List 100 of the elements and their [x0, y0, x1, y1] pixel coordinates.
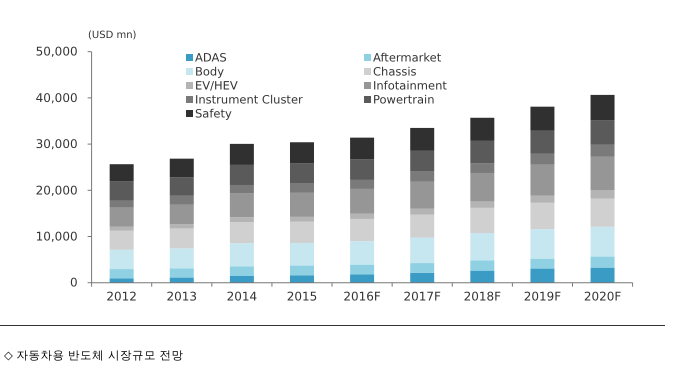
bar — [230, 144, 254, 165]
bar — [590, 120, 615, 145]
legend-label: Body — [195, 64, 224, 78]
y-tick-label: 20,000 — [36, 183, 78, 198]
bar — [290, 192, 314, 217]
bar — [290, 142, 314, 164]
legend-label: Powertrain — [373, 92, 435, 106]
bar — [170, 228, 194, 248]
bar — [470, 172, 494, 202]
bar — [530, 106, 554, 131]
bar — [350, 274, 374, 283]
bar — [170, 177, 194, 196]
bar — [230, 193, 254, 218]
bar — [410, 171, 434, 182]
bar — [470, 118, 494, 141]
bar — [410, 128, 434, 151]
y-tick-label: 10,000 — [36, 230, 78, 244]
bar — [230, 276, 254, 283]
text: ◇ 자동차용 반도체 시장규모 전망 — [4, 348, 184, 362]
bar — [530, 229, 554, 259]
legend-label: Infotainment — [373, 78, 448, 92]
bar — [350, 241, 374, 265]
bar — [230, 184, 254, 194]
bar — [590, 94, 615, 120]
bar — [470, 233, 494, 261]
bar — [290, 216, 314, 222]
y-axis-title: (USD mn) — [88, 30, 137, 41]
bar — [530, 154, 554, 164]
legend-label: Safety — [195, 106, 232, 120]
bar — [470, 208, 494, 234]
bar — [110, 250, 134, 270]
bar — [350, 264, 374, 274]
bar — [110, 181, 134, 201]
bar — [530, 130, 554, 154]
legend-label: Aftermarket — [373, 50, 442, 64]
x-tick-label: 2012 — [106, 290, 137, 304]
bar — [350, 159, 374, 180]
bar — [170, 224, 194, 228]
bar — [170, 268, 194, 278]
legend-label: EV/HEV — [195, 78, 238, 92]
bar — [530, 268, 554, 283]
x-tick-label: 2013 — [166, 290, 198, 304]
bar — [170, 196, 194, 205]
bar — [470, 201, 494, 208]
bar — [590, 198, 615, 227]
bar — [170, 248, 194, 268]
bar — [470, 260, 494, 271]
bar — [230, 217, 254, 222]
bar — [470, 163, 494, 173]
bar — [290, 242, 314, 266]
bar — [290, 163, 314, 184]
bar — [290, 266, 314, 276]
bar — [350, 214, 374, 219]
y-tick-label: 30,000 — [36, 137, 78, 152]
bar — [590, 268, 615, 283]
x-tick-label: 2017F — [403, 290, 442, 304]
bar — [350, 188, 374, 214]
bar — [110, 200, 134, 208]
bar — [530, 258, 554, 269]
bar — [590, 190, 615, 199]
x-tick-label: 2020F — [584, 290, 622, 304]
x-tick-label: 2018F — [464, 290, 502, 304]
x-tick-label: 2016F — [343, 290, 381, 304]
bar — [590, 256, 615, 268]
bar — [290, 183, 314, 193]
bar — [530, 164, 554, 196]
bar — [230, 164, 254, 185]
bar — [410, 208, 434, 215]
bar — [350, 180, 374, 189]
bar — [410, 182, 434, 209]
bar — [230, 222, 254, 244]
bar — [590, 226, 615, 257]
bar — [530, 196, 554, 203]
bar — [410, 238, 434, 264]
y-tick-label: 40,000 — [36, 90, 78, 105]
x-tick-label: 2019F — [524, 290, 562, 304]
bar — [110, 207, 134, 227]
y-tick-label: 0 — [70, 276, 78, 290]
bar — [290, 221, 314, 243]
bar — [230, 266, 254, 276]
bar — [410, 150, 434, 172]
x-tick-label: 2014 — [226, 290, 258, 304]
bar — [230, 243, 254, 266]
bar — [470, 270, 494, 283]
bar — [170, 158, 194, 178]
bar — [470, 140, 494, 164]
legend-label: Instrument Cluster — [195, 92, 304, 106]
bar — [110, 230, 134, 250]
bar — [110, 164, 134, 182]
bar — [410, 272, 434, 283]
bar — [170, 204, 194, 224]
bar — [350, 138, 374, 160]
x-tick-label: 2015 — [286, 290, 318, 304]
bar — [590, 144, 615, 157]
bar — [110, 226, 134, 230]
bar — [350, 218, 374, 242]
legend-label: ADAS — [195, 50, 227, 64]
legend-label: Chassis — [373, 64, 417, 78]
bar — [590, 156, 615, 190]
bar — [410, 214, 434, 238]
